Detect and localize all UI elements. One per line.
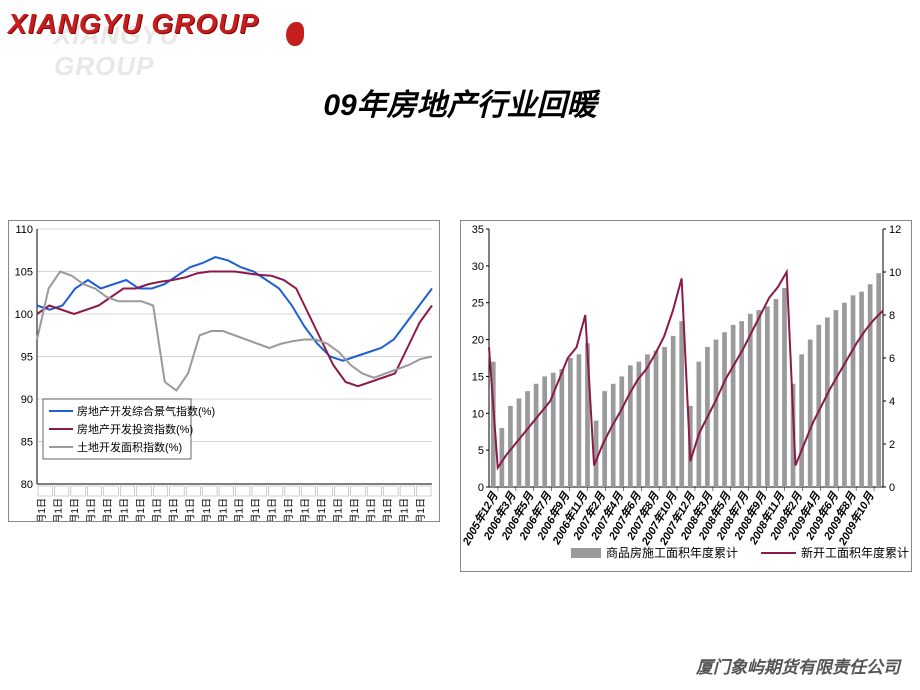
svg-text:2007年4月1日: 2007年4月1日	[167, 498, 180, 521]
svg-text:95: 95	[21, 352, 33, 364]
svg-text:2006年4月1日: 2006年4月1日	[68, 498, 81, 521]
svg-text:5: 5	[478, 445, 484, 457]
svg-text:2005年12月1日: 2005年12月1日	[35, 498, 48, 521]
svg-text:0: 0	[889, 482, 895, 494]
svg-text:105: 105	[15, 267, 33, 279]
svg-text:6: 6	[889, 353, 895, 365]
svg-text:110: 110	[15, 224, 33, 236]
svg-text:100: 100	[15, 309, 33, 321]
svg-text:20: 20	[472, 335, 484, 347]
svg-text:2008年12月1日: 2008年12月1日	[331, 498, 344, 521]
svg-text:2009年8月1日: 2009年8月1日	[397, 498, 410, 521]
svg-text:12: 12	[889, 224, 901, 236]
svg-text:土地开发面积指数(%): 土地开发面积指数(%)	[77, 440, 182, 454]
svg-text:10: 10	[889, 267, 901, 279]
chart-real-estate-indices: 808590951001051102005年12月1日2006年2月1日2006…	[8, 220, 440, 522]
svg-text:10: 10	[472, 408, 484, 420]
svg-text:4: 4	[889, 396, 895, 408]
svg-text:2006年8月1日: 2006年8月1日	[101, 498, 114, 521]
svg-text:2008年10月1日: 2008年10月1日	[315, 498, 328, 521]
svg-text:0: 0	[478, 482, 484, 494]
svg-text:2009年4月1日: 2009年4月1日	[364, 498, 377, 521]
svg-text:2009年6月1日: 2009年6月1日	[381, 498, 394, 521]
svg-text:房地产开发综合景气指数(%): 房地产开发综合景气指数(%)	[77, 404, 215, 418]
svg-text:2009年10月1日: 2009年10月1日	[414, 498, 427, 521]
svg-text:8: 8	[889, 310, 895, 322]
svg-text:2007年6月1日: 2007年6月1日	[183, 498, 196, 521]
logo-text: XIANGYU GROUP	[8, 8, 259, 40]
svg-text:2007年2月1日: 2007年2月1日	[150, 498, 163, 521]
chart-construction-area: 051015202530350246810122005年12月2006年3月20…	[460, 220, 912, 572]
svg-text:2008年4月1日: 2008年4月1日	[266, 498, 279, 521]
svg-text:2007年8月1日: 2007年8月1日	[200, 498, 213, 521]
svg-text:2009年2月1日: 2009年2月1日	[348, 498, 361, 521]
logo-flame-icon	[286, 22, 304, 46]
svg-text:35: 35	[472, 224, 484, 236]
svg-text:2008年6月1日: 2008年6月1日	[282, 498, 295, 521]
svg-text:2: 2	[889, 439, 895, 451]
svg-text:2006年12月1日: 2006年12月1日	[134, 498, 147, 521]
svg-text:25: 25	[472, 298, 484, 310]
svg-text:15: 15	[472, 371, 484, 383]
svg-text:商品房施工面积年度累计: 商品房施工面积年度累计	[606, 545, 738, 560]
svg-text:2008年2月1日: 2008年2月1日	[249, 498, 262, 521]
svg-text:90: 90	[21, 394, 33, 406]
svg-text:2007年10月1日: 2007年10月1日	[216, 498, 229, 521]
svg-text:新开工面积年度累计: 新开工面积年度累计	[801, 545, 909, 560]
svg-text:2006年10月1日: 2006年10月1日	[118, 498, 131, 521]
slide-title: 09年房地产行业回暖	[0, 80, 920, 124]
svg-text:2008年8月1日: 2008年8月1日	[299, 498, 312, 521]
svg-text:2007年12月1日: 2007年12月1日	[233, 498, 246, 521]
svg-text:80: 80	[21, 479, 33, 491]
logo-area: XIANGYU GROUP XIANGYU GROUP	[8, 8, 259, 40]
charts-row: 808590951001051102005年12月1日2006年2月1日2006…	[8, 220, 912, 572]
svg-text:2006年6月1日: 2006年6月1日	[85, 498, 98, 521]
svg-text:30: 30	[472, 261, 484, 273]
svg-text:2006年2月1日: 2006年2月1日	[52, 498, 65, 521]
svg-text:85: 85	[21, 437, 33, 449]
svg-text:房地产开发投资指数(%): 房地产开发投资指数(%)	[77, 422, 193, 436]
footer-company: 厦门象屿期货有限责任公司	[696, 653, 900, 678]
